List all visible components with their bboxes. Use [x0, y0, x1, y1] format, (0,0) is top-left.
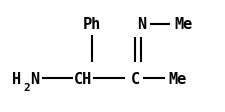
- Text: Me: Me: [174, 17, 193, 32]
- Text: H: H: [12, 71, 22, 86]
- Text: 2: 2: [24, 82, 30, 92]
- Text: N: N: [30, 71, 40, 86]
- Text: CH: CH: [74, 71, 92, 86]
- Text: N: N: [137, 17, 146, 32]
- Text: C: C: [130, 71, 140, 86]
- Text: Ph: Ph: [83, 17, 101, 32]
- Text: Me: Me: [169, 71, 187, 86]
